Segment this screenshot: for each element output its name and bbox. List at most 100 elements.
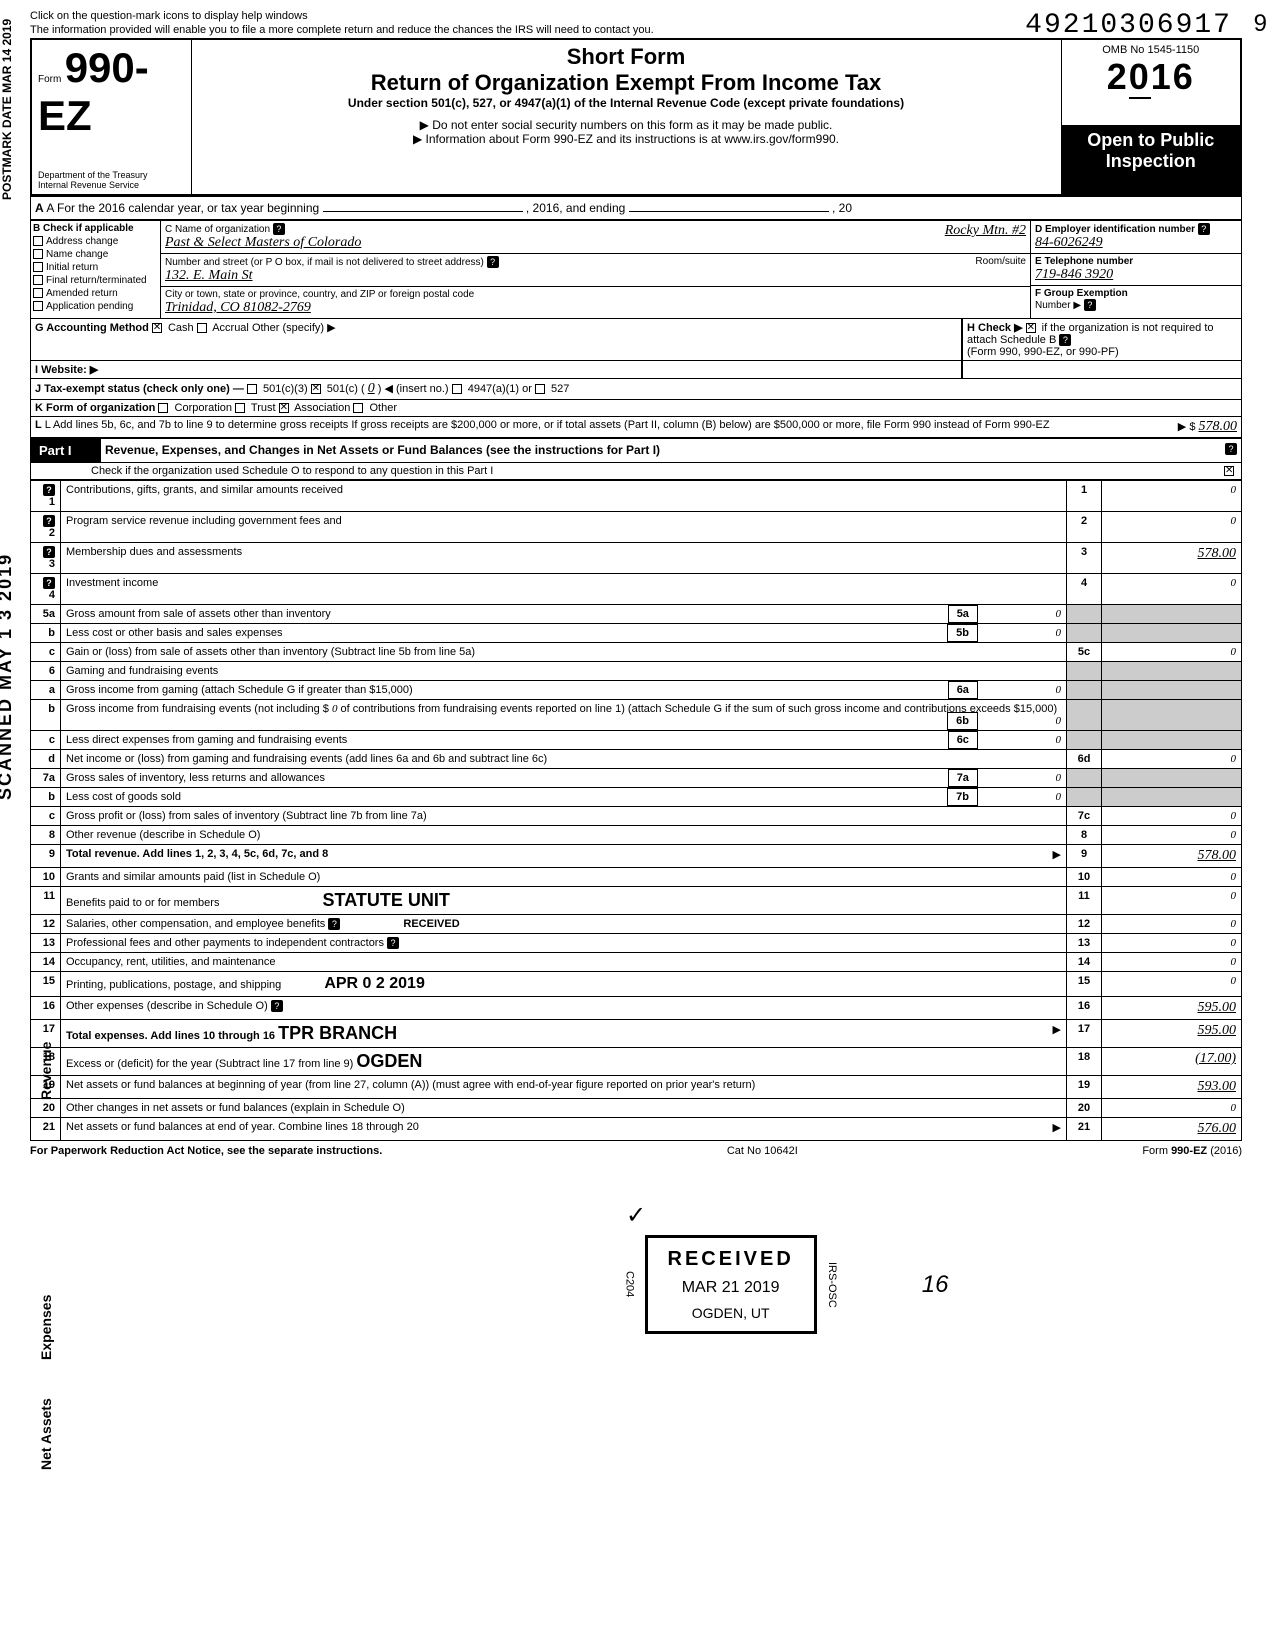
name-change-check[interactable]: Name change [33,249,158,260]
line-7a-val: 0 [981,772,1061,784]
short-form-title: Short Form [198,44,1055,70]
help-icon[interactable]: ? [43,484,55,496]
line-14-val: 0 [1231,956,1237,968]
501c-check[interactable] [311,384,321,394]
warning-2: ▶ Information about Form 990-EZ and its … [198,132,1055,146]
lines-table: ? 1Contributions, gifts, grants, and sim… [30,480,1242,1141]
line-4-val: 0 [1231,577,1237,589]
section-def: D Employer identification number ? 84-60… [1031,221,1241,318]
revenue-label: Revenue [38,1042,54,1100]
help-icon[interactable]: ? [387,937,399,949]
line-6b-contrib: 0 [332,703,338,715]
city-state-zip: Trinidad, CO 81082-2769 [165,300,311,315]
expenses-label: Expenses [38,1295,54,1360]
help-icon[interactable]: ? [43,546,55,558]
line-13-val: 0 [1231,937,1237,949]
application-pending-check[interactable]: Application pending [33,301,158,312]
527-check[interactable] [535,384,545,394]
schedule-b-check[interactable] [1026,323,1036,333]
dln: 49210306917 [1025,10,1232,41]
row-k: K Form of organization Corporation Trust… [30,400,1242,417]
help-icon[interactable]: ? [487,256,499,268]
dln-suffix: 9 [1254,10,1267,38]
line-15-val: 0 [1231,975,1237,987]
apr-date-stamp: APR 0 2 2019 [324,975,425,992]
assoc-check[interactable] [279,403,289,413]
c204-label: C204 [624,1271,636,1297]
row-i: I Website: ▶ [30,361,1242,379]
help-icon[interactable]: ? [273,223,285,235]
help-icon[interactable]: ? [43,577,55,589]
warning-1: ▶ Do not enter social security numbers o… [198,118,1055,132]
tpr-stamp: TPR BRANCH [278,1023,397,1043]
line-6d-val: 0 [1231,753,1237,765]
main-title: Return of Organization Exempt From Incom… [198,70,1055,96]
subtitle: Under section 501(c), 527, or 4947(a)(1)… [198,96,1055,110]
help-icon[interactable]: ? [1225,443,1237,455]
help-icon[interactable]: ? [271,1000,283,1012]
initial-return-check[interactable]: Initial return [33,262,158,273]
help-icon[interactable]: ? [1084,299,1096,311]
line-10-val: 0 [1231,871,1237,883]
help-icon[interactable]: ? [43,515,55,527]
irs-osc-label: IRS-OSC [826,1262,838,1308]
amended-return-check[interactable]: Amended return [33,288,158,299]
line-16-val: 595.00 [1198,1000,1237,1015]
part-1-header: Part I Revenue, Expenses, and Changes in… [30,438,1242,463]
section-c: C Name of organization ? Rocky Mtn. #2 P… [161,221,1031,318]
row-g-h: G Accounting Method Cash Accrual Other (… [30,319,1242,361]
ein-value: 84-6026249 [1035,235,1103,250]
schedule-o-check[interactable] [1224,466,1234,476]
row-l: L L Add lines 5b, 6c, and 7b to line 9 t… [30,417,1242,438]
line-20-val: 0 [1231,1102,1237,1114]
page-16: 16 [922,1271,949,1299]
other-check[interactable] [353,403,363,413]
open-public-2: Inspection [1068,151,1235,172]
line-7b-val: 0 [981,791,1061,803]
scanned-stamp: SCANNED MAY 1 3 2019 [0,553,16,800]
address-change-check[interactable]: Address change [33,236,158,247]
cash-check[interactable] [152,323,162,333]
netassets-label: Net Assets [38,1398,54,1470]
line-5b-val: 0 [981,627,1061,639]
501c3-check[interactable] [247,384,257,394]
received-stamp-big: RECEIVED MAR 21 2019 OGDEN, UT [645,1235,817,1334]
line-19-val: 593.00 [1198,1079,1237,1094]
line-5a-val: 0 [981,608,1061,620]
line-2-val: 0 [1231,515,1237,527]
street-address: 132. E. Main St [165,268,253,283]
trust-check[interactable] [235,403,245,413]
org-name: Past & Select Masters of Colorado [165,235,361,250]
section-b: B Check if applicable Address change Nam… [31,221,161,318]
501c-insert: 0 [368,381,375,396]
dept-text: Department of the TreasuryInternal Reven… [38,170,185,190]
stamps-area: ✓ C204 RECEIVED MAR 21 2019 OGDEN, UT IR… [30,1201,1242,1339]
postmark-stamp: POSTMARK DATE MAR 14 2019 [0,19,14,200]
line-21-val: 576.00 [1198,1121,1237,1136]
form-number: 990-EZ [38,44,149,139]
final-return-check[interactable]: Final return/terminated [33,275,158,286]
help-icon[interactable]: ? [1059,334,1071,346]
help-icon[interactable]: ? [1198,223,1210,235]
received-stamp-small: RECEIVED [403,918,459,930]
omb-number: OMB No 1545-1150 [1068,44,1235,56]
line-6a-val: 0 [981,684,1061,696]
line-8-val: 0 [1231,829,1237,841]
line-12-val: 0 [1231,918,1237,930]
ogden-stamp-1: OGDEN [356,1051,422,1071]
line-7c-val: 0 [1231,810,1237,822]
line-9-val: 578.00 [1198,848,1237,863]
org-name-extra: Rocky Mtn. #2 [945,223,1026,238]
line-1-val: 0 [1231,484,1237,496]
line-6b-val: 0 [981,715,1061,727]
line-3-val: 578.00 [1198,546,1237,561]
help-icon[interactable]: ? [328,918,340,930]
4947-check[interactable] [452,384,462,394]
line-5c-val: 0 [1231,646,1237,658]
corp-check[interactable] [158,403,168,413]
accrual-check[interactable] [197,323,207,333]
header-table: Form 990-EZ Department of the TreasuryIn… [30,38,1242,196]
open-public-1: Open to Public [1068,130,1235,151]
tax-year: 2016 [1068,56,1235,98]
part-1-check-line: Check if the organization used Schedule … [30,463,1242,480]
